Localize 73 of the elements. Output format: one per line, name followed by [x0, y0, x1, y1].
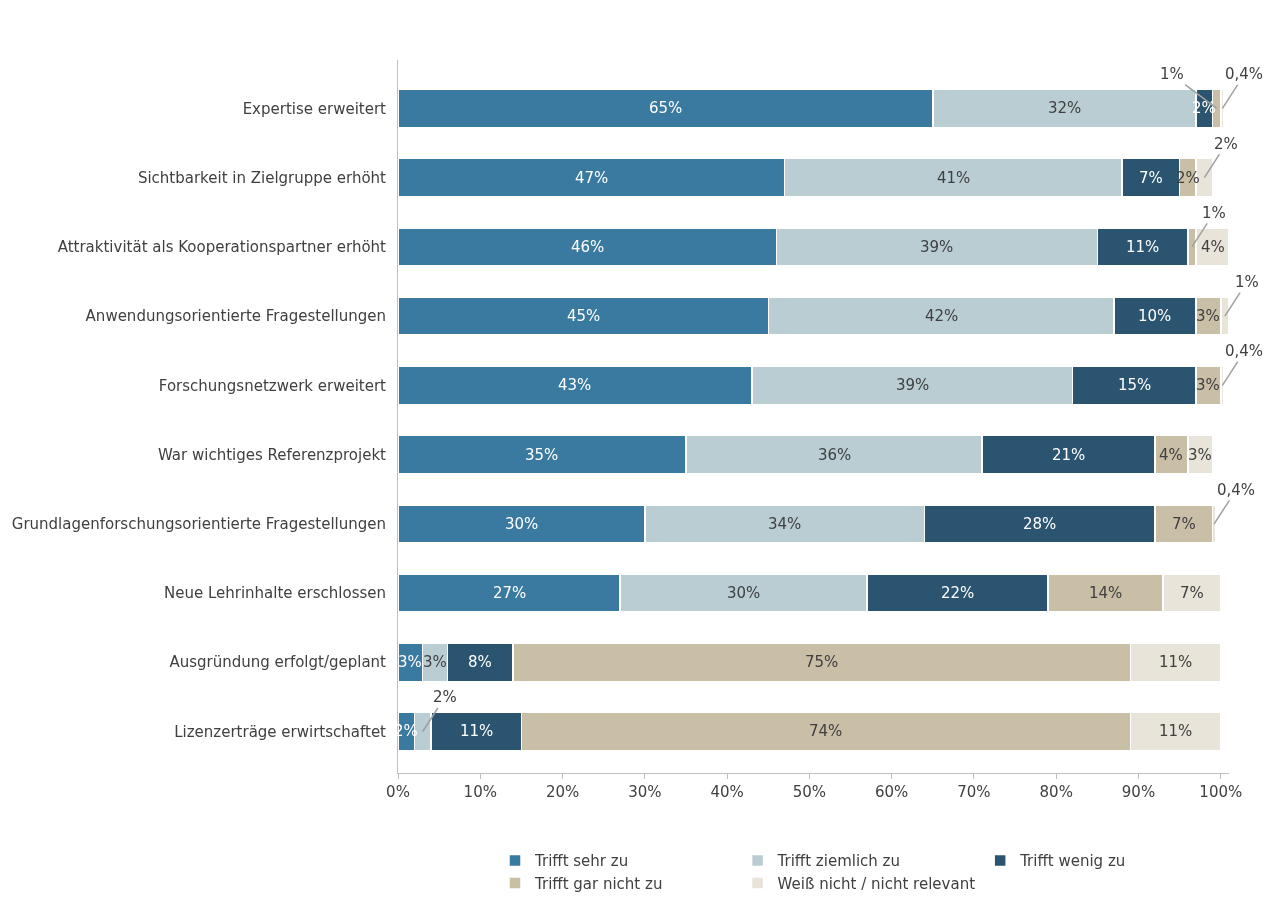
- data-label: 11%: [460, 722, 494, 740]
- data-label: 7%: [1139, 169, 1163, 187]
- legend-label: Trifft sehr zu: [534, 852, 629, 871]
- data-label: 28%: [1023, 515, 1057, 533]
- data-label: 34%: [768, 515, 802, 533]
- x-tick-label: 60%: [874, 783, 909, 801]
- data-label: 0,4%: [1225, 342, 1264, 360]
- data-label: 4%: [1201, 238, 1225, 256]
- x-tick-label: 40%: [710, 783, 744, 801]
- y-tick-label: Forschungsnetzwerk erweitert: [158, 376, 387, 395]
- x-tick-label: 10%: [463, 783, 497, 801]
- data-label: 8%: [468, 653, 492, 671]
- data-label: 35%: [525, 446, 559, 464]
- data-label: 2%: [433, 688, 457, 706]
- data-label: 30%: [727, 584, 761, 602]
- y-tick-label: Expertise erweitert: [242, 99, 387, 118]
- x-tick-label: 80%: [1039, 783, 1073, 801]
- data-label: 15%: [1118, 376, 1152, 394]
- data-label: 0,4%: [1217, 481, 1256, 499]
- data-label: 39%: [896, 376, 930, 394]
- data-label: 1%: [1160, 65, 1184, 83]
- x-tick-label: 20%: [545, 783, 580, 801]
- y-tick-label: Neue Lehrinhalte erschlossen: [163, 584, 386, 603]
- y-tick-label: Attraktivität als Kooperationspartner erhöht: [57, 238, 387, 257]
- x-tick-label: 0%: [386, 783, 410, 801]
- data-label: 75%: [805, 653, 839, 671]
- x-tick-label: 70%: [957, 783, 991, 801]
- data-label: 3%: [1196, 376, 1220, 394]
- data-label: 0,4%: [1225, 65, 1264, 83]
- data-label: 42%: [925, 307, 959, 325]
- data-label: 27%: [493, 584, 527, 602]
- data-label: 43%: [558, 376, 592, 394]
- data-label: 41%: [937, 169, 971, 187]
- x-tick-label: 90%: [1121, 783, 1156, 801]
- x-tick-label: 30%: [628, 783, 662, 801]
- data-label: 11%: [1126, 238, 1160, 256]
- legend-label: Trifft gar nicht zu: [534, 874, 663, 893]
- y-tick-label: Anwendungsorientierte Fragestellungen: [85, 307, 386, 326]
- data-label: 11%: [1159, 653, 1193, 671]
- data-label: 3%: [1188, 446, 1212, 464]
- data-label: 39%: [920, 238, 954, 256]
- data-label: 30%: [505, 515, 539, 533]
- data-label: 45%: [567, 307, 601, 325]
- data-label: 14%: [1089, 584, 1123, 602]
- data-label: 4%: [1159, 446, 1183, 464]
- data-label: 11%: [1159, 722, 1193, 740]
- x-tick-label: 100%: [1199, 783, 1243, 801]
- data-label: 74%: [809, 722, 843, 740]
- data-label: 1%: [1235, 273, 1259, 291]
- data-label: 47%: [575, 169, 609, 187]
- data-label: 3%: [398, 653, 422, 671]
- y-tick-label: Sichtbarkeit in Zielgruppe erhöht: [137, 168, 387, 187]
- data-label: 7%: [1180, 584, 1204, 602]
- data-label: 46%: [571, 238, 605, 256]
- legend-label: Trifft ziemlich zu: [776, 852, 900, 871]
- y-tick-label: Lizenzerträge erwirtschaftet: [174, 722, 387, 741]
- data-label: 1%: [1202, 204, 1226, 222]
- legend-label: Weiß nicht / nicht relevant: [777, 874, 976, 893]
- y-tick-label: Grundlagenforschungsorientierte Fragestellungen: [11, 515, 386, 534]
- data-label: 22%: [941, 584, 975, 602]
- x-tick-label: 50%: [792, 783, 827, 801]
- data-label: 7%: [1172, 515, 1196, 533]
- y-tick-label: War wichtiges Referenzprojekt: [157, 445, 387, 464]
- data-label: 3%: [423, 653, 447, 671]
- data-label: 3%: [1196, 307, 1220, 325]
- data-label: 32%: [1048, 99, 1082, 117]
- legend-label: Trifft wenig zu: [1019, 852, 1126, 871]
- data-label: 36%: [818, 446, 852, 464]
- data-label: 65%: [649, 99, 683, 117]
- data-label: 10%: [1138, 307, 1172, 325]
- data-label: 21%: [1052, 446, 1086, 464]
- data-label: 2%: [1214, 135, 1238, 153]
- y-tick-label: Ausgründung erfolgt/geplant: [169, 653, 387, 672]
